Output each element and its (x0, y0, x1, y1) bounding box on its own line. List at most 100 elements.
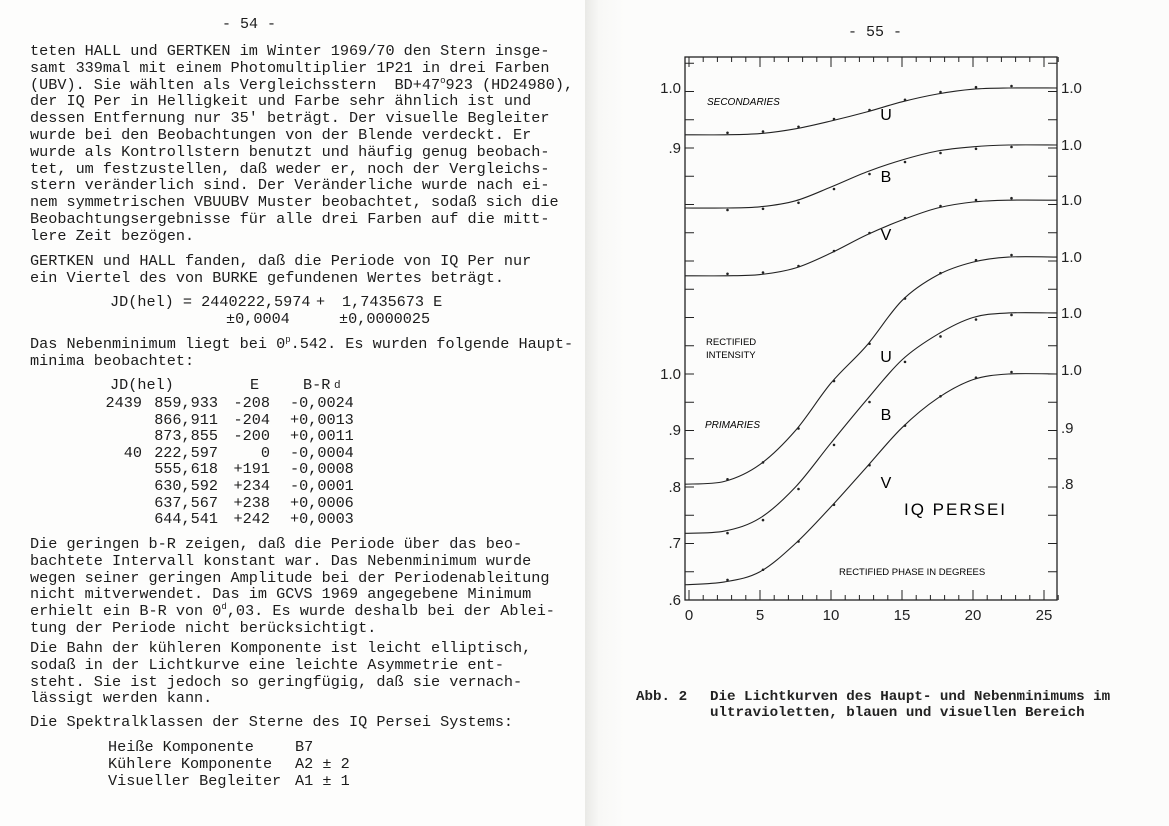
text-line: wurde als Kontrollstern benutzt und häuf… (30, 142, 550, 161)
table-cell-br: -0,0024 (290, 394, 354, 412)
data-point (726, 531, 729, 535)
table-cell-jd: 644,541 (154, 510, 218, 529)
data-point (868, 400, 871, 404)
table-cell-br: -0,0001 (290, 477, 354, 495)
data-point (868, 342, 871, 346)
formula-error-1: ±0,0004 (226, 310, 290, 328)
left-page: - 54 - teten HALL und GERTKEN im Winter … (30, 16, 574, 789)
data-point (903, 297, 907, 300)
y-tick-label-primaries: .7 (668, 535, 681, 552)
curve-secondaries-v (684, 199, 1058, 277)
data-point (761, 518, 765, 522)
formula-error-2: ±0,0000025 (339, 310, 431, 328)
table-cell-jd: 555,618 (154, 460, 218, 479)
table-cell-e: -208 (233, 394, 270, 412)
table-cell-br: -0,0004 (290, 443, 354, 462)
unit-days: d (334, 380, 341, 392)
spectral-component: Kühlere Komponente (108, 754, 273, 773)
data-point (1010, 370, 1013, 374)
y-axis-label: RECTIFIED INTENSITY (706, 337, 756, 361)
table-cell-jd: 866,911 (154, 410, 218, 429)
data-point (903, 424, 907, 427)
text-line: bachtete Intervall konstant war. Das Neb… (30, 551, 532, 570)
text-line: wegen seiner geringen Amplitude bei der … (30, 568, 550, 587)
text-line: lere Zeit bezögen. (30, 226, 195, 245)
data-point (939, 335, 942, 338)
table-cell-e: +242 (233, 510, 270, 529)
table-cell-e: +191 (233, 460, 270, 479)
text-line: nem symmetrischen VBUUBV Muster beobacht… (30, 193, 559, 212)
curve-primaries-b (684, 312, 1058, 534)
text-line: dessen Entfernung nur 35' beträgt. Der v… (30, 109, 550, 128)
table-cell-e: +234 (233, 477, 270, 495)
x-tick-label: 0 (685, 607, 693, 624)
text-line: Die geringen b-R zeigen, daß die Periode… (30, 535, 523, 553)
data-point (974, 318, 978, 321)
figure-caption-label: Abb. 2 (636, 689, 688, 705)
table-cell-jd: 630,592 (154, 477, 218, 495)
data-point (939, 271, 942, 275)
table-cell-prefix: 2439 (105, 394, 142, 412)
table-cell-e: 0 (260, 443, 270, 462)
series-label: U (880, 349, 892, 366)
series-label: V (881, 227, 892, 244)
text-line: Beobachtungsergebnisse für alle drei Far… (30, 209, 550, 228)
y-tick-label-primaries: 1.0 (660, 366, 681, 383)
page-number-right: - 55 - (848, 24, 903, 41)
data-point (974, 85, 978, 89)
y-tick-label-right: .8 (1061, 476, 1074, 493)
x-tick-label: 5 (756, 607, 764, 624)
text-line: Die Bahn der kühleren Komponente ist lei… (30, 639, 532, 657)
text-line: steht. Sie ist jedoch so geringfügig, da… (30, 672, 523, 691)
text-line: nicht mitverwendet. Das im GCVS 1969 ang… (30, 585, 532, 604)
data-point (939, 394, 942, 398)
curve-primaries-u (684, 256, 1058, 485)
text-line: sodaß in der Lichtkurve eine leichte Asy… (30, 655, 504, 674)
y-tick-label-primaries: .9 (668, 422, 681, 439)
data-point (832, 443, 836, 447)
figure-caption-line-1: Die Lichtkurven des Haupt- und Nebenmini… (710, 689, 1111, 705)
data-point (868, 108, 871, 112)
data-point (797, 125, 800, 129)
text-line: GERTKEN und HALL fanden, daß die Periode… (30, 252, 532, 270)
text-line: erhielt ein B-R von 0d,03. Es wurde desh… (30, 603, 555, 620)
table-cell-prefix: 40 (123, 443, 142, 462)
data-point (832, 117, 836, 121)
data-point (1010, 196, 1013, 200)
y-tick-label-secondaries: 1.0 (660, 80, 681, 97)
data-point (868, 231, 871, 235)
data-point (797, 540, 800, 543)
x-axis-label: RECTIFIED PHASE IN DEGREES (839, 567, 985, 578)
data-point (832, 379, 836, 383)
spectral-class: A2 ± 2 (295, 754, 350, 773)
formula-lhs: JD(hel) = 2440222,5974 (110, 293, 311, 311)
data-point (903, 160, 907, 164)
panel-label-primaries: PRIMARIES (705, 420, 760, 431)
text-line: lässigt werden kann. (30, 689, 213, 708)
table-cell-br: +0,0013 (290, 410, 354, 429)
x-tick-label: 10 (823, 607, 840, 624)
data-point (832, 187, 836, 191)
series-label: B (881, 169, 892, 186)
text-line: tet, um festzustellen, daß weder er, noc… (30, 159, 550, 178)
data-point (797, 427, 800, 430)
text-line: der IQ Per in Helligkeit und Farbe sehr … (30, 92, 532, 111)
x-tick-label: 15 (894, 607, 911, 624)
table-cell-e: +238 (233, 493, 270, 512)
superscript: d (221, 602, 227, 613)
column-header-jd: JD(hel) (110, 376, 174, 394)
y-tick-label-right: 1.0 (1061, 192, 1082, 209)
text-line: teten HALL und GERTKEN im Winter 1969/70… (30, 42, 550, 60)
paragraph-4: Die geringen b-R zeigen, daß die Periode… (30, 536, 555, 637)
text-line: samt 339mal mit einem Photomultiplier 1P… (30, 58, 550, 77)
text-line: tung der Periode nicht berücksichtigt. (30, 618, 377, 637)
paragraph-3: Das Nebenminimum liegt bei 0p.542. Es wu… (30, 336, 573, 370)
data-point (939, 151, 942, 155)
curve-secondaries-u (684, 87, 1058, 136)
data-point (726, 131, 729, 135)
y-tick-label-primaries: .8 (668, 479, 681, 496)
table-cell-jd: 873,855 (154, 427, 218, 446)
superscript: p (285, 335, 291, 345)
text-part: .542. Es wurden folgende Haupt- (290, 335, 574, 353)
data-point (903, 98, 907, 102)
